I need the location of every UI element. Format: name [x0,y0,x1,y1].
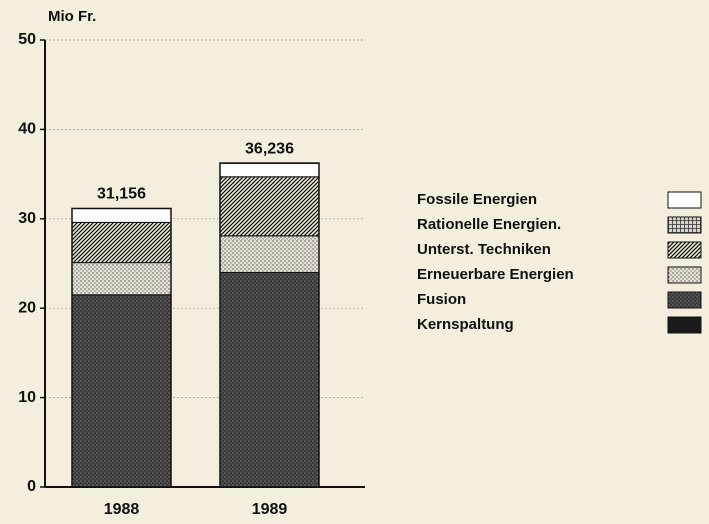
bar-total [219,162,320,488]
bar-total [71,207,172,488]
y-tick-label: 10 [18,389,36,406]
legend-swatch [667,266,702,284]
bar-segment [219,235,320,273]
legend-label: Erneuerbare Energien [417,266,574,283]
y-tick-label: 20 [18,299,36,316]
bar-segment [219,271,320,488]
legend-swatch [667,191,702,209]
legend-swatch [667,316,702,334]
y-tick-label: 40 [18,121,36,138]
y-tick-label: 30 [18,210,36,227]
total-label: 31,156 [97,186,146,203]
bar-segment [71,221,172,264]
y-tick-label: 50 [18,31,36,48]
bar-segment [219,176,320,237]
bar-segment [219,162,320,178]
total-label: 36,236 [245,140,294,157]
legend-label: Fusion [417,291,466,308]
legend-swatch [667,216,702,234]
legend-swatch [667,241,702,259]
bar-segment [71,262,172,296]
legend-label: Unterst. Techniken [417,241,551,258]
x-tick-label: 1988 [104,501,140,518]
bar-segment [71,294,172,488]
x-tick-label: 1989 [252,501,288,518]
bar-segment [71,208,172,223]
y-axis-label: Mio Fr. [48,8,96,25]
legend-swatch [667,291,702,309]
legend-label: Fossile Energien [417,191,537,208]
y-tick-label: 0 [27,478,36,495]
legend-label: Kernspaltung [417,316,514,333]
legend-label: Rationelle Energien. [417,216,561,233]
